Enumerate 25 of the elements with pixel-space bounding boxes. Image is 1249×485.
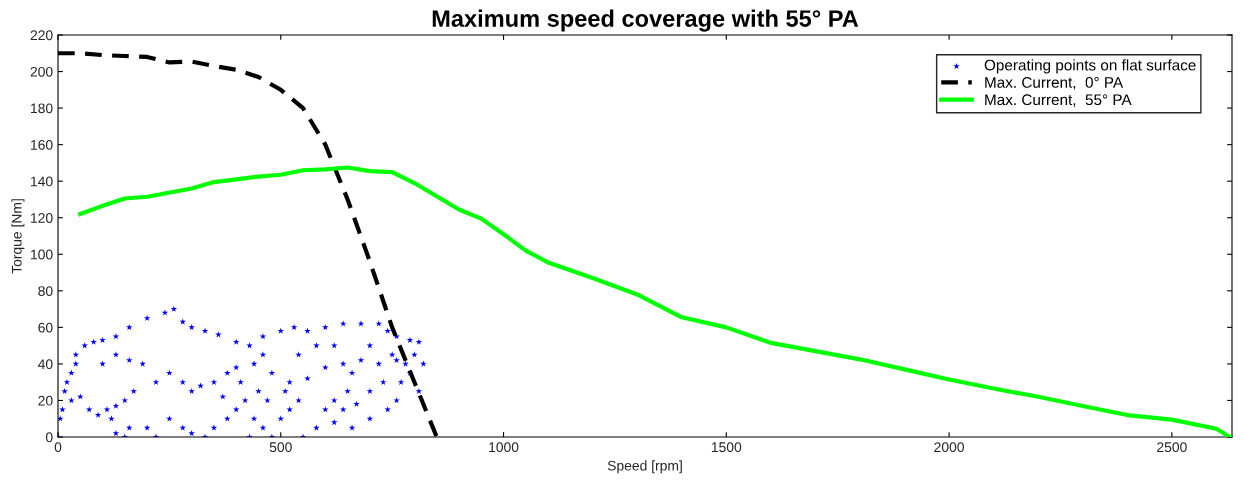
y-tick-label: 120 <box>31 213 53 223</box>
x-tick-label: 2500 <box>1157 442 1187 453</box>
legend-label: Operating points on flat surface <box>984 59 1196 74</box>
x-tick-label: 2000 <box>934 442 964 453</box>
y-tick-label: 200 <box>30 66 53 77</box>
x-tick-label: 1500 <box>711 442 742 453</box>
y-tick-label: 220 <box>30 30 53 41</box>
y-tick-label: 40 <box>38 359 53 370</box>
x-axis-title: Speed [rpm] <box>607 460 682 474</box>
chart-title: Maximum speed coverage with 55° PA <box>432 9 859 32</box>
y-axis-title: Torque [Nm] <box>11 199 25 274</box>
y-tick-label: 100 <box>31 249 53 260</box>
y-tick-label: 60 <box>38 322 53 333</box>
legend-label: Max. Current, 0° PA <box>985 76 1124 90</box>
y-tick-label: 180 <box>31 103 53 114</box>
y-tick-label: 20 <box>38 395 53 406</box>
y-tick-label: 0 <box>45 432 53 443</box>
legend-label: Max. Current, 55° PA <box>985 94 1132 107</box>
x-tick-label: 0 <box>54 442 62 453</box>
y-tick-label: 160 <box>31 139 53 150</box>
x-tick-label: 500 <box>269 442 292 453</box>
line-series <box>78 165 1232 437</box>
y-tick-label: 80 <box>38 286 53 296</box>
y-tick-label: 140 <box>31 176 53 187</box>
x-tick-label: 1000 <box>489 442 519 453</box>
